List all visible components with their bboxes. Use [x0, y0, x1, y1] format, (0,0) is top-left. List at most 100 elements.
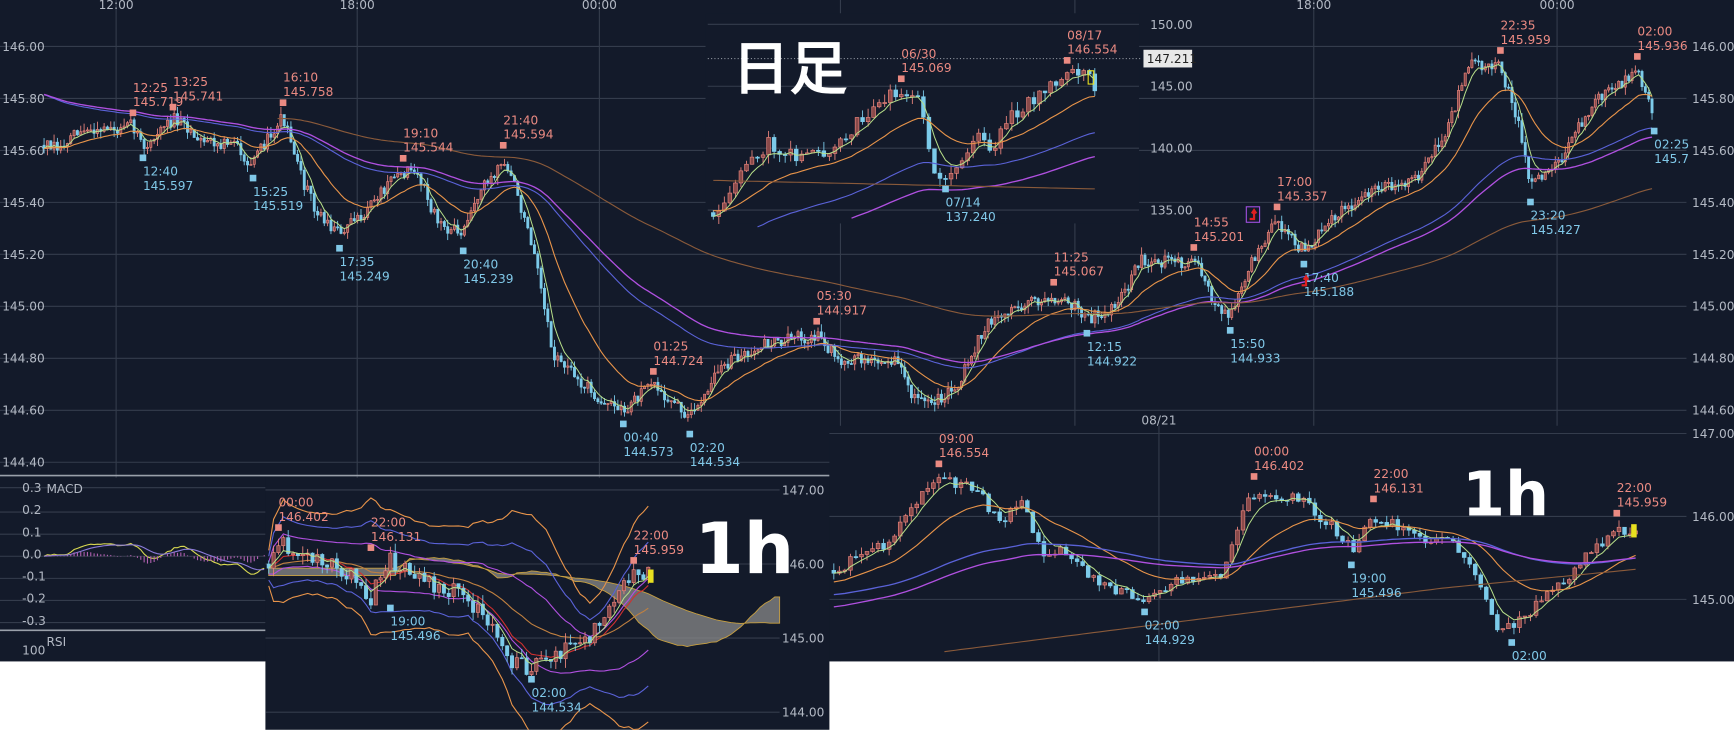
- main-candle[interactable]: [1143, 254, 1147, 266]
- ichimoku-candle[interactable]: [388, 552, 393, 572]
- daily-candle[interactable]: [860, 117, 865, 122]
- ichimoku-candle[interactable]: [529, 671, 534, 675]
- ichimoku-candle[interactable]: [383, 570, 388, 579]
- main-candle[interactable]: [316, 210, 320, 216]
- right-1h-candle[interactable]: [1461, 552, 1467, 558]
- right-1h-candle[interactable]: [1025, 500, 1030, 513]
- ichimoku-candle[interactable]: [617, 590, 622, 603]
- main-candle[interactable]: [1300, 242, 1304, 252]
- ichimoku-candle[interactable]: [524, 657, 529, 675]
- main-candle[interactable]: [856, 353, 860, 357]
- daily-candle[interactable]: [816, 149, 821, 152]
- main-candle[interactable]: [432, 208, 436, 213]
- main-candle[interactable]: [279, 114, 283, 127]
- daily-candle[interactable]: [760, 154, 766, 158]
- ichimoku-candle[interactable]: [368, 598, 373, 606]
- right-1h-candle[interactable]: [1495, 614, 1500, 631]
- right-1h-candle[interactable]: [1097, 575, 1102, 586]
- daily-candle[interactable]: [1059, 79, 1064, 86]
- right-1h-candle[interactable]: [909, 507, 914, 516]
- main-candle[interactable]: [479, 189, 483, 200]
- right-1h-candle[interactable]: [931, 482, 936, 489]
- main-candle[interactable]: [1146, 264, 1150, 267]
- ichimoku-candle[interactable]: [539, 657, 544, 660]
- right-1h-candle[interactable]: [1113, 585, 1119, 595]
- main-candle[interactable]: [916, 393, 920, 399]
- main-candle[interactable]: [1186, 261, 1190, 268]
- ichimoku-candle[interactable]: [475, 603, 480, 613]
- main-candle[interactable]: [923, 397, 927, 402]
- main-candle[interactable]: [129, 119, 133, 124]
- main-candle[interactable]: [636, 395, 640, 402]
- main-candle[interactable]: [1520, 120, 1524, 143]
- main-candle[interactable]: [736, 353, 740, 362]
- main-candle[interactable]: [896, 356, 900, 365]
- ichimoku-candle[interactable]: [510, 655, 515, 669]
- ichimoku-candle[interactable]: [329, 558, 334, 568]
- ichimoku-candle[interactable]: [407, 562, 412, 575]
- main-candle[interactable]: [609, 401, 613, 404]
- main-candle[interactable]: [986, 318, 990, 332]
- main-candle[interactable]: [1303, 242, 1307, 252]
- main-candle[interactable]: [299, 161, 303, 171]
- main-candle[interactable]: [346, 224, 350, 233]
- main-candle[interactable]: [599, 401, 603, 404]
- main-candle[interactable]: [1537, 174, 1541, 180]
- main-candle[interactable]: [846, 360, 850, 364]
- main-candle[interactable]: [1126, 288, 1130, 291]
- main-candle[interactable]: [172, 113, 176, 128]
- main-candle[interactable]: [879, 362, 883, 364]
- main-candle[interactable]: [526, 217, 530, 229]
- main-candle[interactable]: [1306, 245, 1310, 252]
- right-1h-candle[interactable]: [991, 511, 997, 514]
- right-1h-candle[interactable]: [1273, 495, 1279, 500]
- main-candle[interactable]: [1433, 144, 1437, 157]
- main-candle[interactable]: [342, 231, 346, 234]
- main-candle[interactable]: [589, 381, 593, 393]
- right-1h-candle[interactable]: [1041, 541, 1047, 557]
- right-1h-candle[interactable]: [1290, 493, 1295, 501]
- daily-candle[interactable]: [993, 147, 998, 151]
- ichimoku-candle[interactable]: [568, 642, 573, 645]
- main-candle[interactable]: [252, 156, 256, 165]
- main-candle[interactable]: [149, 140, 153, 148]
- ichimoku-candle[interactable]: [446, 592, 451, 597]
- main-candle[interactable]: [306, 185, 310, 190]
- right-1h-candle[interactable]: [1533, 600, 1539, 616]
- right-1h-candle[interactable]: [1146, 596, 1152, 602]
- main-candle[interactable]: [1013, 306, 1017, 309]
- right-1h-candle[interactable]: [1268, 495, 1273, 497]
- daily-candle[interactable]: [1009, 110, 1015, 124]
- right-1h-candle[interactable]: [1008, 507, 1013, 522]
- right-1h-candle[interactable]: [1036, 532, 1041, 542]
- right-1h-candle[interactable]: [958, 481, 964, 488]
- main-candle[interactable]: [1063, 297, 1067, 300]
- right-1h-candle[interactable]: [1185, 576, 1190, 584]
- main-candle[interactable]: [1030, 296, 1033, 301]
- right-1h-candle[interactable]: [1522, 615, 1528, 618]
- main-candle[interactable]: [329, 219, 333, 232]
- right-1h-candle[interactable]: [920, 491, 925, 505]
- daily-candle[interactable]: [888, 89, 893, 103]
- right-1h-candle[interactable]: [1202, 577, 1207, 579]
- main-candle[interactable]: [679, 401, 683, 413]
- main-candle[interactable]: [85, 129, 89, 132]
- main-candle[interactable]: [376, 198, 380, 201]
- main-candle[interactable]: [616, 405, 620, 411]
- main-candle[interactable]: [1136, 265, 1140, 268]
- right-1h-candle[interactable]: [1594, 543, 1600, 553]
- main-candle[interactable]: [653, 381, 656, 385]
- main-candle[interactable]: [249, 163, 253, 166]
- main-candle[interactable]: [1073, 300, 1077, 311]
- daily-candle[interactable]: [987, 139, 992, 151]
- main-candle[interactable]: [79, 131, 83, 136]
- main-candle[interactable]: [1113, 304, 1117, 308]
- main-candle[interactable]: [1507, 86, 1511, 89]
- main-candle[interactable]: [196, 137, 199, 141]
- right-1h-candle[interactable]: [1323, 521, 1329, 526]
- right-1h-candle[interactable]: [1467, 557, 1472, 565]
- right-1h-candle[interactable]: [848, 556, 853, 571]
- main-candle[interactable]: [442, 221, 446, 227]
- main-candle[interactable]: [906, 376, 910, 386]
